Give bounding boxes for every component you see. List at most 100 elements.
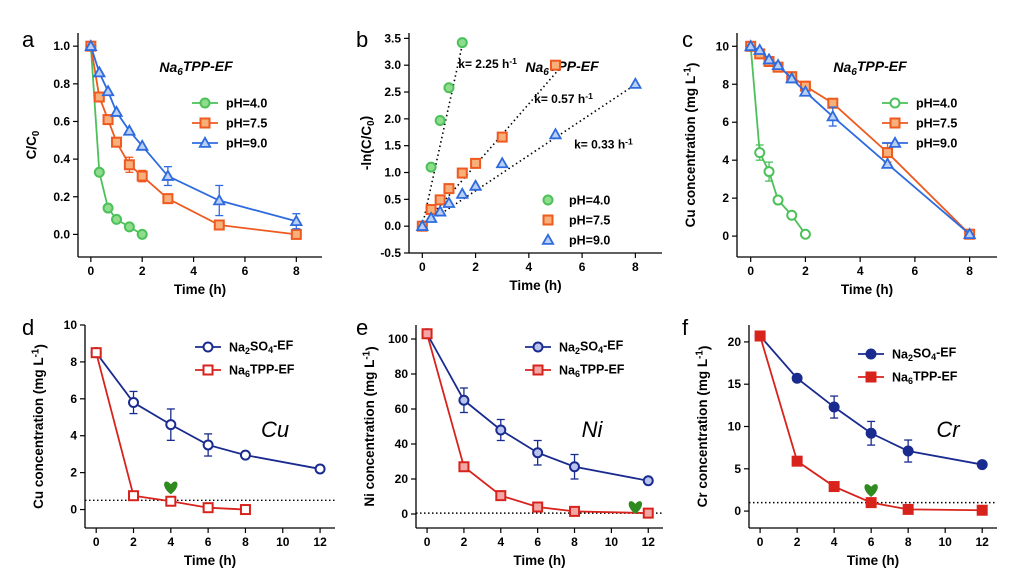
series-0 xyxy=(421,328,654,487)
panel-b: b 0 2 4 6 8 -0.5 0.0 0.5 1.0 1.5 2.0 2.5 3.0 3.5 Time (… xyxy=(356,27,662,293)
legend: pH=4.0 pH=7.5 pH=9.0 xyxy=(192,97,267,151)
x-tick-label: 0 xyxy=(424,535,431,549)
legend-marker xyxy=(889,97,901,109)
x-tick-label: 12 xyxy=(313,535,327,549)
x-tick-label: 4 xyxy=(190,264,197,278)
data-point xyxy=(434,114,446,126)
x-tick-label: 10 xyxy=(276,535,290,549)
data-point xyxy=(532,501,544,513)
x-tick-label: 6 xyxy=(912,264,919,278)
y-tick-label: 0.0 xyxy=(384,219,401,233)
x-tick-label: 10 xyxy=(938,535,952,549)
data-point xyxy=(865,427,877,439)
data-point xyxy=(496,131,508,143)
series-0 xyxy=(745,40,811,240)
legend: Na2SO4-EF Na6TPP-EF xyxy=(525,338,625,379)
data-point xyxy=(902,445,914,457)
panel-a: a 0 2 4 6 8 0.0 0.2 0.4 0.6 0.8 1.0 Time (h) C/C0 Na6T… xyxy=(22,27,322,297)
data-point xyxy=(458,461,470,473)
data-point xyxy=(880,156,895,169)
legend-label: Na2SO4-EF xyxy=(559,338,624,356)
data-point xyxy=(828,401,840,413)
data-point xyxy=(456,167,468,179)
data-point xyxy=(101,84,115,97)
fit-line xyxy=(421,81,641,227)
data-point xyxy=(628,76,643,89)
x-tick-label: 2 xyxy=(802,264,809,278)
y-tick-label: 4 xyxy=(722,153,729,167)
y-tick-label: 15 xyxy=(728,377,742,391)
data-point xyxy=(239,449,251,461)
data-point xyxy=(202,502,214,514)
data-point xyxy=(763,166,775,178)
data-point xyxy=(962,227,977,240)
legend-marker xyxy=(865,348,877,360)
legend-label: Na2SO4-EF xyxy=(229,338,294,356)
legend-label: pH=7.5 xyxy=(916,117,957,131)
legend-label: pH=7.5 xyxy=(226,117,267,131)
panel-d: d 0 2 4 6 8 10 12 0 2 4 6 8 10 Time (h) Cu concentratio… xyxy=(22,315,335,568)
data-point xyxy=(443,183,455,195)
legend: Na2SO4-EF Na6TPP-EF xyxy=(858,345,958,386)
series-1 xyxy=(90,347,251,516)
x-tick-label: 8 xyxy=(293,264,300,278)
data-point xyxy=(468,178,483,191)
x-tick-label: 12 xyxy=(976,535,990,549)
x-axis-label: Time (h) xyxy=(847,553,899,568)
y-tick-label: 2 xyxy=(70,466,77,480)
panel-c: c 0 2 4 6 8 0 2 4 6 8 10 Time (h) Cu concentration (m… xyxy=(682,27,997,297)
fit-line xyxy=(421,41,464,227)
y-tick-label: 0 xyxy=(70,503,77,517)
y-tick-label: 2 xyxy=(722,191,729,205)
x-tick-label: 2 xyxy=(461,535,468,549)
rate-annotation: k= 2.25 h-1 xyxy=(458,56,517,71)
rate-annotation: k= 0.33 h-1 xyxy=(574,136,633,151)
x-tick-label: 8 xyxy=(571,535,578,549)
data-point xyxy=(213,219,225,231)
y-tick-label: 3.0 xyxy=(384,58,401,72)
data-point xyxy=(642,507,654,519)
legend-marker xyxy=(532,341,544,353)
data-point xyxy=(102,202,114,214)
data-point xyxy=(743,39,758,52)
fit-line xyxy=(421,69,559,227)
data-point xyxy=(425,161,437,173)
y-tick-label: 1.0 xyxy=(384,166,401,180)
y-tick-label: 20 xyxy=(395,472,409,486)
element-label: Cr xyxy=(936,417,961,442)
y-tick-label: 10 xyxy=(716,39,730,53)
y-tick-label: 100 xyxy=(388,332,408,346)
legend-marker xyxy=(865,371,877,383)
data-point xyxy=(882,147,894,159)
series-line xyxy=(426,333,649,482)
data-point xyxy=(569,461,581,473)
data-point xyxy=(470,157,482,169)
y-tick-label: 20 xyxy=(728,335,742,349)
series-1 xyxy=(416,59,561,232)
legend-marker xyxy=(532,364,544,376)
y-tick-label: -0.5 xyxy=(380,246,401,260)
data-point xyxy=(135,138,149,151)
data-point xyxy=(111,136,123,148)
data-point xyxy=(786,209,798,221)
y-tick-label: 6 xyxy=(70,392,77,406)
data-point xyxy=(92,65,107,78)
data-point xyxy=(136,170,148,182)
data-point xyxy=(495,490,507,502)
y-tick-label: 10 xyxy=(64,318,78,332)
y-tick-label: 8 xyxy=(70,355,77,369)
data-point xyxy=(791,372,803,384)
y-tick-label: 0 xyxy=(722,229,729,243)
data-point xyxy=(136,228,148,240)
legend-label: pH=4.0 xyxy=(916,97,957,111)
data-point xyxy=(799,228,811,240)
data-point xyxy=(161,169,175,181)
series-2 xyxy=(415,76,643,231)
data-point xyxy=(455,186,469,199)
legend-marker xyxy=(888,136,902,148)
data-point xyxy=(165,495,177,507)
panel-title: Na6TPP-EF xyxy=(159,58,233,78)
panel-label-e: e xyxy=(356,315,368,340)
x-tick-label: 8 xyxy=(242,535,249,549)
